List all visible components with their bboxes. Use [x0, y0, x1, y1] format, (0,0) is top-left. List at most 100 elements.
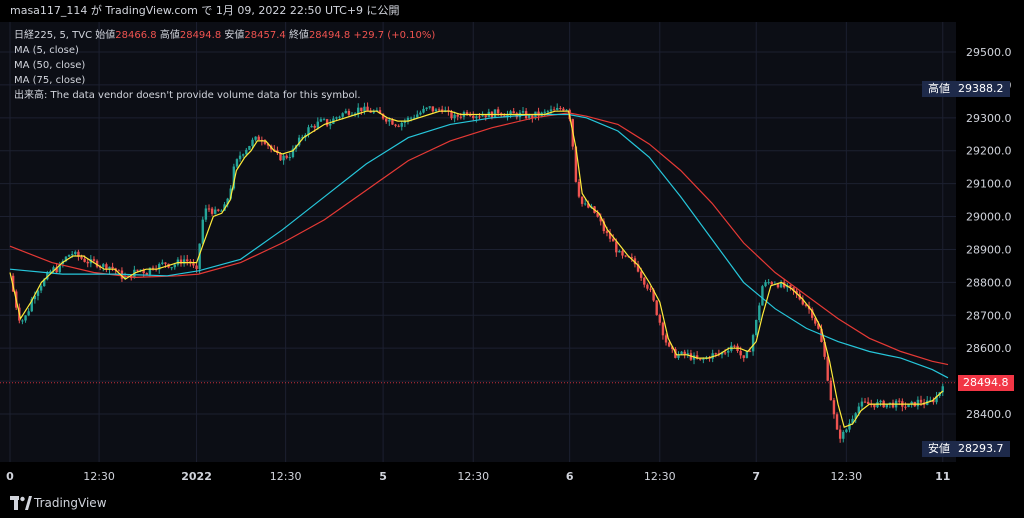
candle-body [170, 267, 173, 269]
candle-body [549, 109, 553, 112]
candle-body [27, 311, 30, 316]
candle [521, 107, 525, 114]
legend-ma50[interactable]: MA (50, close) [14, 60, 86, 71]
candle [105, 262, 108, 273]
candle-body [898, 400, 901, 402]
candle-body [151, 267, 155, 269]
legend-ma75[interactable]: MA (75, close) [14, 75, 86, 86]
candle [369, 107, 372, 113]
legend-low-value: 28457.4 [244, 30, 286, 41]
candle-body [431, 106, 435, 112]
candle-body [148, 267, 152, 275]
x-tick-label: 12:30 [457, 470, 489, 483]
candle [929, 396, 932, 402]
candle-body [425, 107, 428, 109]
candle-body [792, 287, 795, 291]
x-tick-label: 0 [6, 470, 14, 483]
candle-body [804, 304, 808, 306]
candle [692, 352, 696, 365]
candle-body [453, 114, 456, 119]
low-tag-label: 安値 [928, 441, 950, 455]
x-tick-label: 5 [379, 470, 387, 483]
candle-body [406, 117, 410, 121]
candle [310, 124, 313, 128]
candle [926, 396, 929, 406]
time-axis[interactable]: 0 12:30 2022 12:30 5 12:30 6 12:30 7 12:30 11 [0, 462, 956, 490]
candle-body [416, 114, 419, 118]
candle-body [24, 315, 27, 321]
legend-ma5[interactable]: MA (5, close) [14, 45, 79, 56]
candle [416, 110, 419, 119]
candle-body [279, 153, 282, 161]
candle [263, 139, 267, 146]
candle [186, 254, 189, 266]
candle-body [695, 355, 699, 359]
candle-body [158, 263, 161, 270]
candle-body [559, 107, 562, 109]
price-chart[interactable] [0, 22, 956, 462]
candle-body [758, 305, 761, 321]
candle [580, 196, 584, 207]
candle-body [220, 210, 223, 212]
candle-body [739, 350, 742, 356]
candle-body [232, 166, 236, 189]
candle-body [531, 115, 534, 119]
candle-body [574, 146, 578, 182]
candle-body [229, 188, 232, 199]
candle-body [341, 113, 344, 117]
candle-body [105, 264, 108, 270]
candle [297, 134, 301, 147]
candle-body [21, 320, 24, 322]
candle-body [80, 256, 83, 259]
candle-body [764, 282, 767, 287]
candle-body [512, 111, 515, 114]
legend-symbol: 日経225, 5, TVC [14, 30, 93, 41]
candle-body [58, 264, 61, 273]
candle-body [335, 117, 338, 119]
candle-body [848, 423, 851, 430]
candle-body [537, 111, 540, 116]
candle-body [823, 342, 826, 357]
candle [941, 383, 944, 397]
candle-body [64, 256, 68, 262]
candle-body [217, 209, 220, 211]
candle [238, 151, 242, 162]
candle [217, 208, 220, 212]
candle-body [727, 350, 730, 353]
candle [767, 279, 770, 285]
candle [58, 261, 61, 274]
candle [360, 107, 363, 115]
candle-body [378, 110, 382, 114]
candle [363, 102, 366, 115]
candle [431, 106, 435, 114]
candle [842, 430, 845, 443]
candle-body [182, 259, 186, 264]
candle [117, 269, 121, 272]
candle [835, 412, 839, 430]
candle-body [817, 323, 820, 329]
candle-body [30, 299, 33, 312]
candle [425, 107, 428, 111]
candle [667, 341, 671, 348]
candle-body [879, 400, 882, 403]
candle [655, 299, 658, 316]
candle-body [186, 259, 189, 262]
x-tick-label: 12:30 [83, 470, 115, 483]
candle-body [263, 141, 267, 144]
candle-body [611, 238, 615, 242]
candle-body [74, 251, 77, 255]
low-price-tag: 安値 28293.7 [922, 440, 1010, 457]
candle-body [916, 399, 920, 407]
price-plot[interactable] [0, 22, 956, 462]
candle-body [801, 299, 805, 305]
candle-body [285, 155, 288, 158]
tradingview-logo-icon [10, 496, 32, 510]
axis-corner [956, 462, 1024, 490]
candle-body [941, 386, 944, 393]
candle-body [814, 317, 817, 324]
tradingview-brand[interactable]: TradingView [34, 496, 107, 510]
candle [810, 307, 814, 321]
candle-body [192, 263, 195, 266]
candle-body [366, 106, 369, 111]
